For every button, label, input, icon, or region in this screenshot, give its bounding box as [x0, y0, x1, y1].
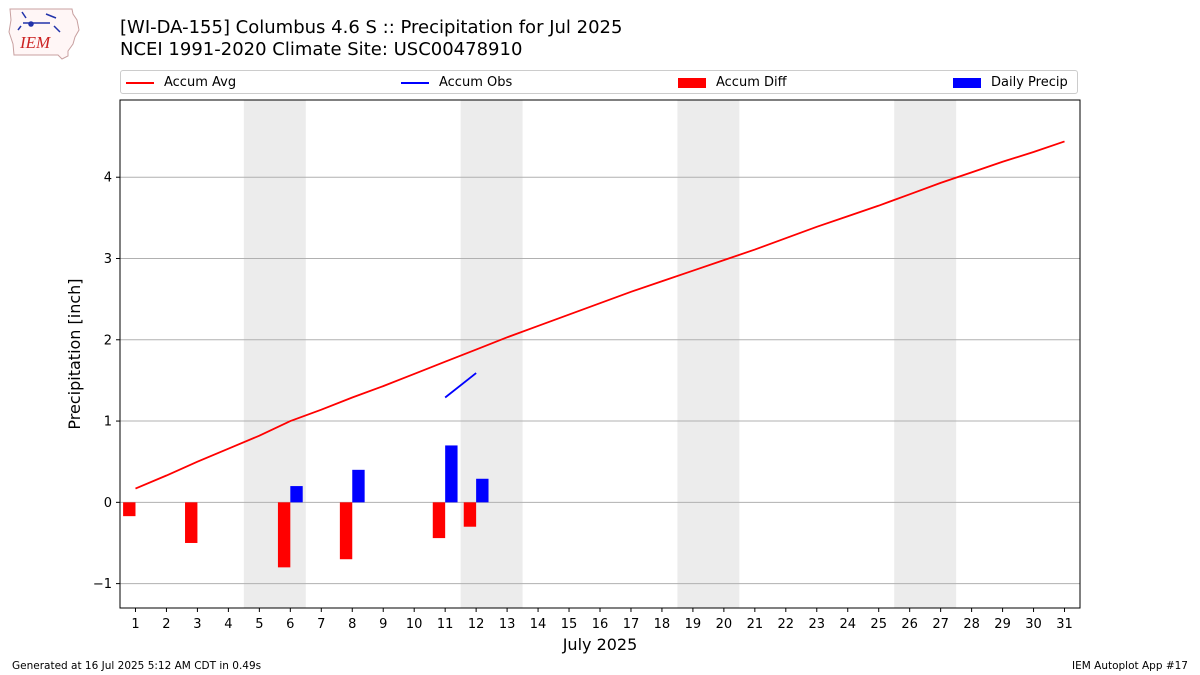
legend-item-daily-precip: Daily Precip [953, 74, 1068, 92]
x-tick-label: 24 [839, 617, 856, 632]
x-tick-label: 2 [162, 617, 170, 632]
x-tick-label: 20 [716, 617, 733, 632]
x-tick-label: 8 [348, 617, 356, 632]
x-tick-label: 30 [1025, 617, 1042, 632]
y-tick-label: 1 [104, 415, 112, 430]
x-tick-label: 28 [963, 617, 980, 632]
x-tick-label: 5 [255, 617, 263, 632]
legend-swatch-accum-diff [678, 77, 706, 88]
x-tick-label: 9 [379, 617, 387, 632]
accum-diff-bar-day-12 [463, 502, 477, 527]
legend-item-accum-diff: Accum Diff [678, 74, 787, 92]
weekend-band-1 [243, 100, 306, 608]
accum-diff-bar-day-6 [277, 502, 291, 568]
lines-layer [135, 140, 1065, 490]
chart-subtitle: NCEI 1991-2020 Climate Site: USC00478910 [120, 39, 523, 60]
y-tick-label: 3 [104, 252, 112, 267]
weekend-band-2 [460, 100, 523, 608]
x-tick-label: 6 [286, 617, 294, 632]
logo-text: IEM [19, 33, 51, 52]
legend-swatch-accum-avg [126, 81, 154, 84]
chart-title: [WI-DA-155] Columbus 4.6 S :: Precipitat… [120, 17, 623, 38]
legend-item-accum-obs: Accum Obs [401, 74, 512, 92]
x-tick-label: 19 [685, 617, 702, 632]
footer-generated: Generated at 16 Jul 2025 5:12 AM CDT in … [12, 660, 262, 672]
legend-label-accum-diff: Accum Diff [716, 75, 787, 90]
chart-legend: Accum Avg Accum Obs Accum Diff Daily Pre… [120, 70, 1078, 94]
legend-swatch-accum-obs [401, 81, 429, 84]
weekend-shading-layer [243, 100, 957, 608]
iowa-map-icon: IEM [8, 8, 80, 60]
y-tick-label: −1 [93, 577, 112, 592]
y-tick-label: 2 [104, 333, 112, 348]
x-tick-label: 14 [530, 617, 547, 632]
legend-label-daily-precip: Daily Precip [991, 75, 1068, 90]
legend-label-accum-obs: Accum Obs [439, 75, 513, 90]
x-tick-label: 3 [193, 617, 201, 632]
x-tick-label: 31 [1056, 617, 1073, 632]
iem-logo: IEM [6, 4, 82, 60]
x-tick-label: 4 [224, 617, 232, 632]
x-tick-label: 11 [437, 617, 454, 632]
accum-avg-line [135, 140, 1065, 490]
weekend-band-3 [677, 100, 740, 608]
x-tick-label: 22 [778, 617, 795, 632]
accum-obs-line [444, 372, 477, 399]
accum-diff-bar-day-11 [432, 502, 446, 539]
y-tick-label: 0 [104, 496, 112, 511]
legend-item-accum-avg: Accum Avg [126, 74, 236, 92]
x-tick-label: 25 [870, 617, 887, 632]
x-tick-label: 26 [901, 617, 918, 632]
footer-app: IEM Autoplot App #17 [1072, 660, 1188, 672]
y-tick-label: 4 [104, 171, 112, 186]
daily-precip-bar-day-6 [290, 486, 303, 503]
legend-label-accum-avg: Accum Avg [164, 75, 237, 90]
daily-precip-bar-day-8 [352, 469, 365, 503]
x-tick-label: 13 [499, 617, 516, 632]
x-tick-label: 10 [406, 617, 423, 632]
x-axis-label: July 2025 [562, 635, 638, 654]
y-axis-label: Precipitation [inch] [65, 278, 84, 429]
y-axis-ticks: −1 0 1 2 3 4 [93, 171, 120, 592]
x-tick-label: 27 [932, 617, 949, 632]
x-tick-label: 23 [809, 617, 826, 632]
accum-diff-bar-day-8 [339, 502, 353, 560]
x-tick-label: 16 [592, 617, 609, 632]
x-tick-label: 17 [623, 617, 640, 632]
accum-diff-bar-day-1 [123, 502, 136, 517]
weekend-band-4 [894, 100, 957, 608]
x-tick-label: 29 [994, 617, 1011, 632]
x-axis-ticks: 1 2 3 4 5 6 7 8 9 10 11 12 13 14 15 16 17 18 19 20 21 22 23 24 2… [131, 608, 1073, 632]
x-tick-label: 18 [654, 617, 671, 632]
daily-precip-bar-day-12 [476, 478, 489, 503]
x-tick-label: 7 [317, 617, 325, 632]
x-tick-label: 1 [131, 617, 139, 632]
accum-diff-bar-day-3 [185, 502, 198, 543]
x-tick-label: 21 [747, 617, 764, 632]
daily-precip-bar-day-11 [445, 445, 458, 503]
legend-swatch-daily-precip [953, 77, 981, 88]
x-tick-label: 15 [561, 617, 578, 632]
x-tick-label: 12 [468, 617, 485, 632]
bars-layer [123, 445, 489, 568]
